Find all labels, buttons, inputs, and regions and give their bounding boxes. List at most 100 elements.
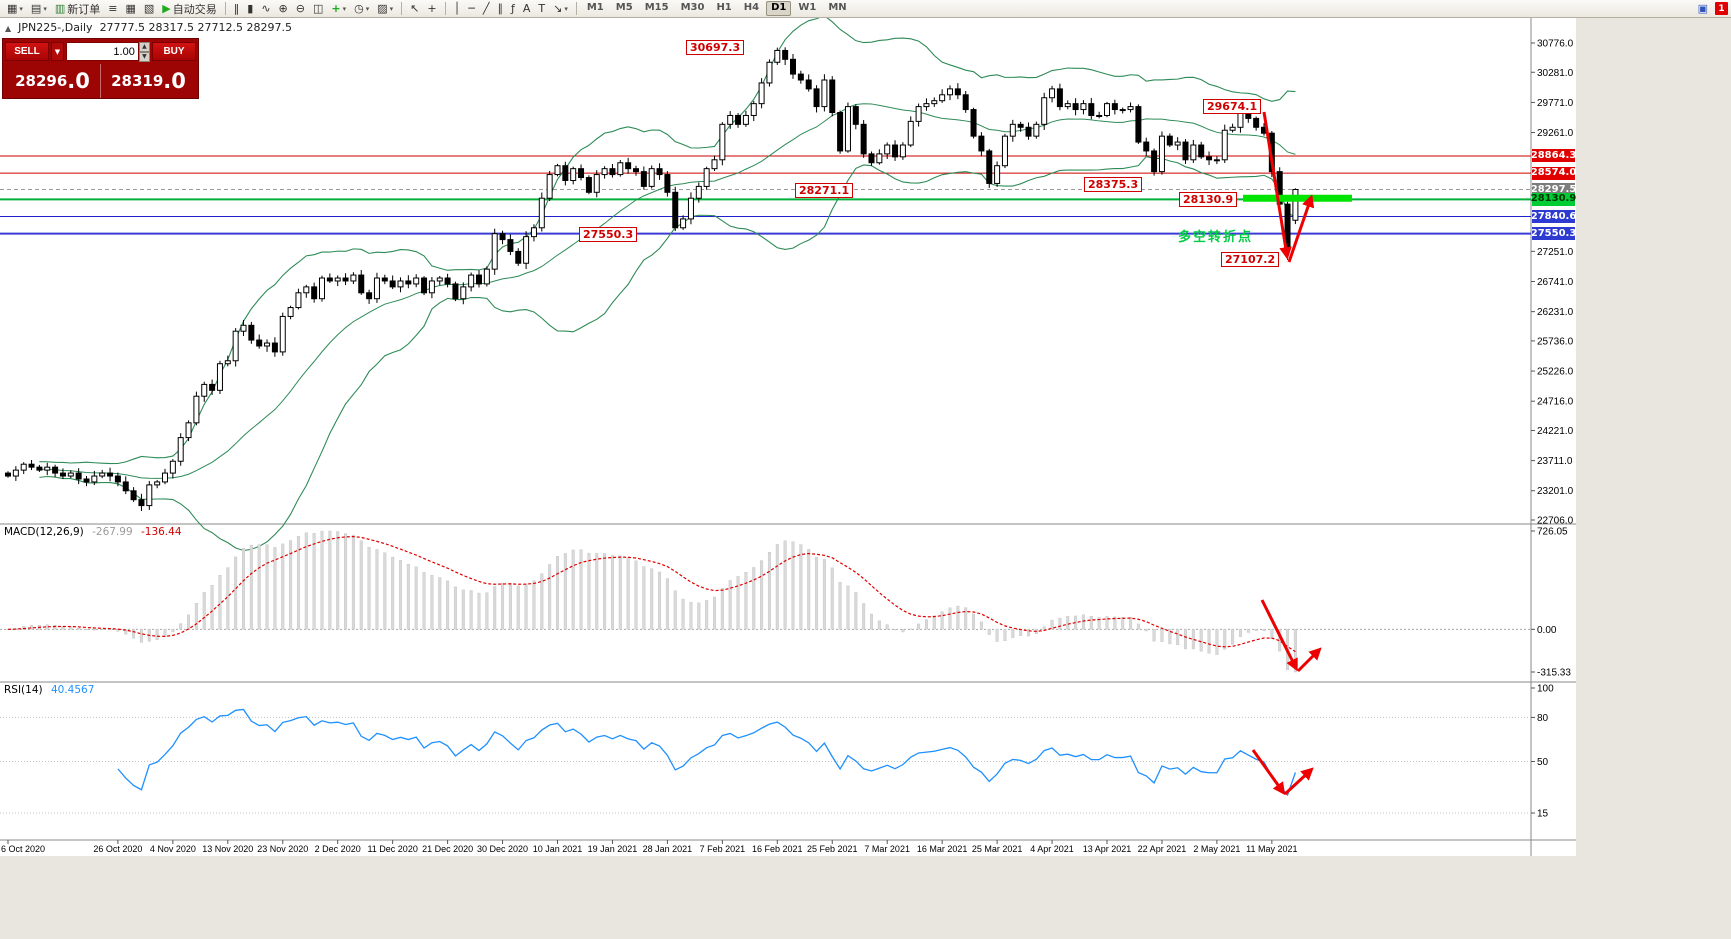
docking-button[interactable]: ▣ <box>1694 1 1712 17</box>
price-tick-label: 26231.0 <box>1537 307 1574 318</box>
candle-body <box>648 168 655 187</box>
macd-histogram-bar <box>877 620 881 630</box>
timeframe-w1[interactable]: W1 <box>798 2 817 13</box>
indicators-button[interactable]: + ▾ <box>327 1 350 17</box>
candle-body <box>1096 114 1103 117</box>
volume-up-button[interactable]: ▲ <box>138 42 150 52</box>
market-watch-button[interactable]: ≡ <box>104 1 121 17</box>
volume-down-button[interactable]: ▼ <box>138 52 150 62</box>
macd-histogram-bar <box>501 582 505 630</box>
candle-body <box>264 342 271 347</box>
macd-histogram-bar <box>179 623 183 630</box>
fibonacci-button[interactable]: ƒ <box>507 1 519 17</box>
candle-body <box>130 490 137 501</box>
macd-histogram-bar <box>689 602 693 630</box>
volume-input[interactable] <box>66 42 139 61</box>
horizontal-line-button[interactable]: ─ <box>464 1 479 17</box>
macd-histogram-bar <box>995 629 999 642</box>
timeframe-mn[interactable]: MN <box>828 2 847 13</box>
timeframe-m1[interactable]: M1 <box>586 2 604 13</box>
market-watch-icon: ≡ <box>108 2 118 15</box>
arrows-button[interactable]: ↘ ▾ <box>549 1 572 17</box>
macd-histogram-bar <box>351 534 355 630</box>
zoom-in-button[interactable]: ⊕ <box>275 1 292 17</box>
candle-body <box>562 165 569 181</box>
trend-arrow-1[interactable] <box>1262 111 1292 260</box>
strategy-tester-button[interactable]: ▧ <box>140 1 158 17</box>
data-window-button[interactable]: ▦ <box>121 1 139 17</box>
timeframe-m15[interactable]: M15 <box>644 2 669 13</box>
vertical-line-button[interactable]: │ <box>450 1 465 17</box>
sell-button[interactable]: SELL <box>5 42 49 61</box>
bar-chart-button[interactable]: ‖ <box>230 1 244 17</box>
crosshair-button[interactable]: + <box>423 1 440 17</box>
timeframe-d1[interactable]: D1 <box>766 1 792 16</box>
candle-body <box>1041 97 1048 125</box>
timeframe-m30[interactable]: M30 <box>680 2 705 13</box>
auto-trading-button[interactable]: ▶ 自动交易 <box>158 1 220 17</box>
candle-body <box>483 268 490 285</box>
price-tick-label: 25736.0 <box>1537 336 1574 347</box>
templates-button[interactable]: ▨ ▾ <box>373 1 397 17</box>
candle-body <box>750 103 757 116</box>
timeframe-m5[interactable]: M5 <box>615 2 633 13</box>
new-chart-button[interactable]: ▦ ▾ <box>3 1 27 17</box>
sell-options-caret[interactable]: ▼ <box>51 42 64 61</box>
date-label: 4 Apr 2021 <box>1030 844 1074 854</box>
trend-arrow-5[interactable] <box>1251 749 1286 796</box>
periods-button[interactable]: ◷ ▾ <box>350 1 373 17</box>
macd-histogram-bar <box>257 544 261 630</box>
profiles-icon: ▤ <box>30 2 42 15</box>
candle-body <box>585 177 592 193</box>
candle-body <box>1025 126 1032 137</box>
macd-histogram-bar <box>1050 619 1054 630</box>
cursor-button[interactable]: ↖ <box>406 1 423 17</box>
trend-arrow-3[interactable] <box>1260 599 1298 672</box>
candlestick-chart-button[interactable]: ▮ <box>243 1 257 17</box>
candle-body <box>114 475 121 483</box>
macd-histogram-bar <box>171 629 175 632</box>
candle-body <box>1033 123 1040 137</box>
text-button[interactable]: A <box>519 1 535 17</box>
candle-body <box>672 191 679 229</box>
line-chart-button[interactable]: ∿ <box>257 1 274 17</box>
timeframe-h1[interactable]: H1 <box>716 2 732 13</box>
candle-body <box>507 239 514 252</box>
macd-histogram-bar <box>964 607 968 630</box>
tile-windows-button[interactable]: ◫ <box>309 1 327 17</box>
macd-histogram-bar <box>453 586 457 630</box>
buy-price[interactable]: 28319 .0 <box>101 64 196 98</box>
date-label: 11 May 2021 <box>1246 844 1297 854</box>
profiles-button[interactable]: ▤ ▾ <box>27 1 51 17</box>
macd-histogram-bar <box>909 628 913 630</box>
trend-arrow-6[interactable] <box>1283 767 1314 796</box>
horizontal-line-icon: ─ <box>468 2 475 15</box>
candle-body <box>1143 141 1150 152</box>
trendline-button[interactable]: ╱ <box>479 1 494 17</box>
trend-arrow-4[interactable] <box>1296 647 1322 673</box>
macd-histogram-bar <box>226 567 230 630</box>
bar-chart-icon: ‖ <box>233 2 240 15</box>
trend-arrow-2[interactable] <box>1287 194 1315 263</box>
candle-body <box>687 197 694 220</box>
price-tick-label: 22706.0 <box>1537 516 1574 527</box>
new-order-button[interactable]: ▥ 新订单 <box>51 1 104 17</box>
sell-price[interactable]: 28296 .0 <box>5 64 101 98</box>
macd-histogram-bar <box>830 567 834 630</box>
macd-histogram-bar <box>697 602 701 630</box>
alert-badge[interactable]: 1 <box>1715 2 1728 15</box>
candle-body <box>656 168 663 176</box>
buy-button[interactable]: BUY <box>152 42 196 61</box>
label-button[interactable]: T <box>534 1 549 17</box>
channel-button[interactable]: ∥ <box>493 1 507 17</box>
zoom-out-button[interactable]: ⊖ <box>292 1 309 17</box>
macd-histogram-bar <box>799 544 803 630</box>
candle-body <box>91 475 98 483</box>
macd-histogram-bar <box>783 540 787 630</box>
bollinger-upper-band <box>39 15 1296 465</box>
candle-body <box>892 144 899 158</box>
macd-histogram-bar <box>375 549 379 630</box>
timeframe-h4[interactable]: H4 <box>743 2 760 13</box>
arrows-icon: ↘ <box>553 2 563 15</box>
